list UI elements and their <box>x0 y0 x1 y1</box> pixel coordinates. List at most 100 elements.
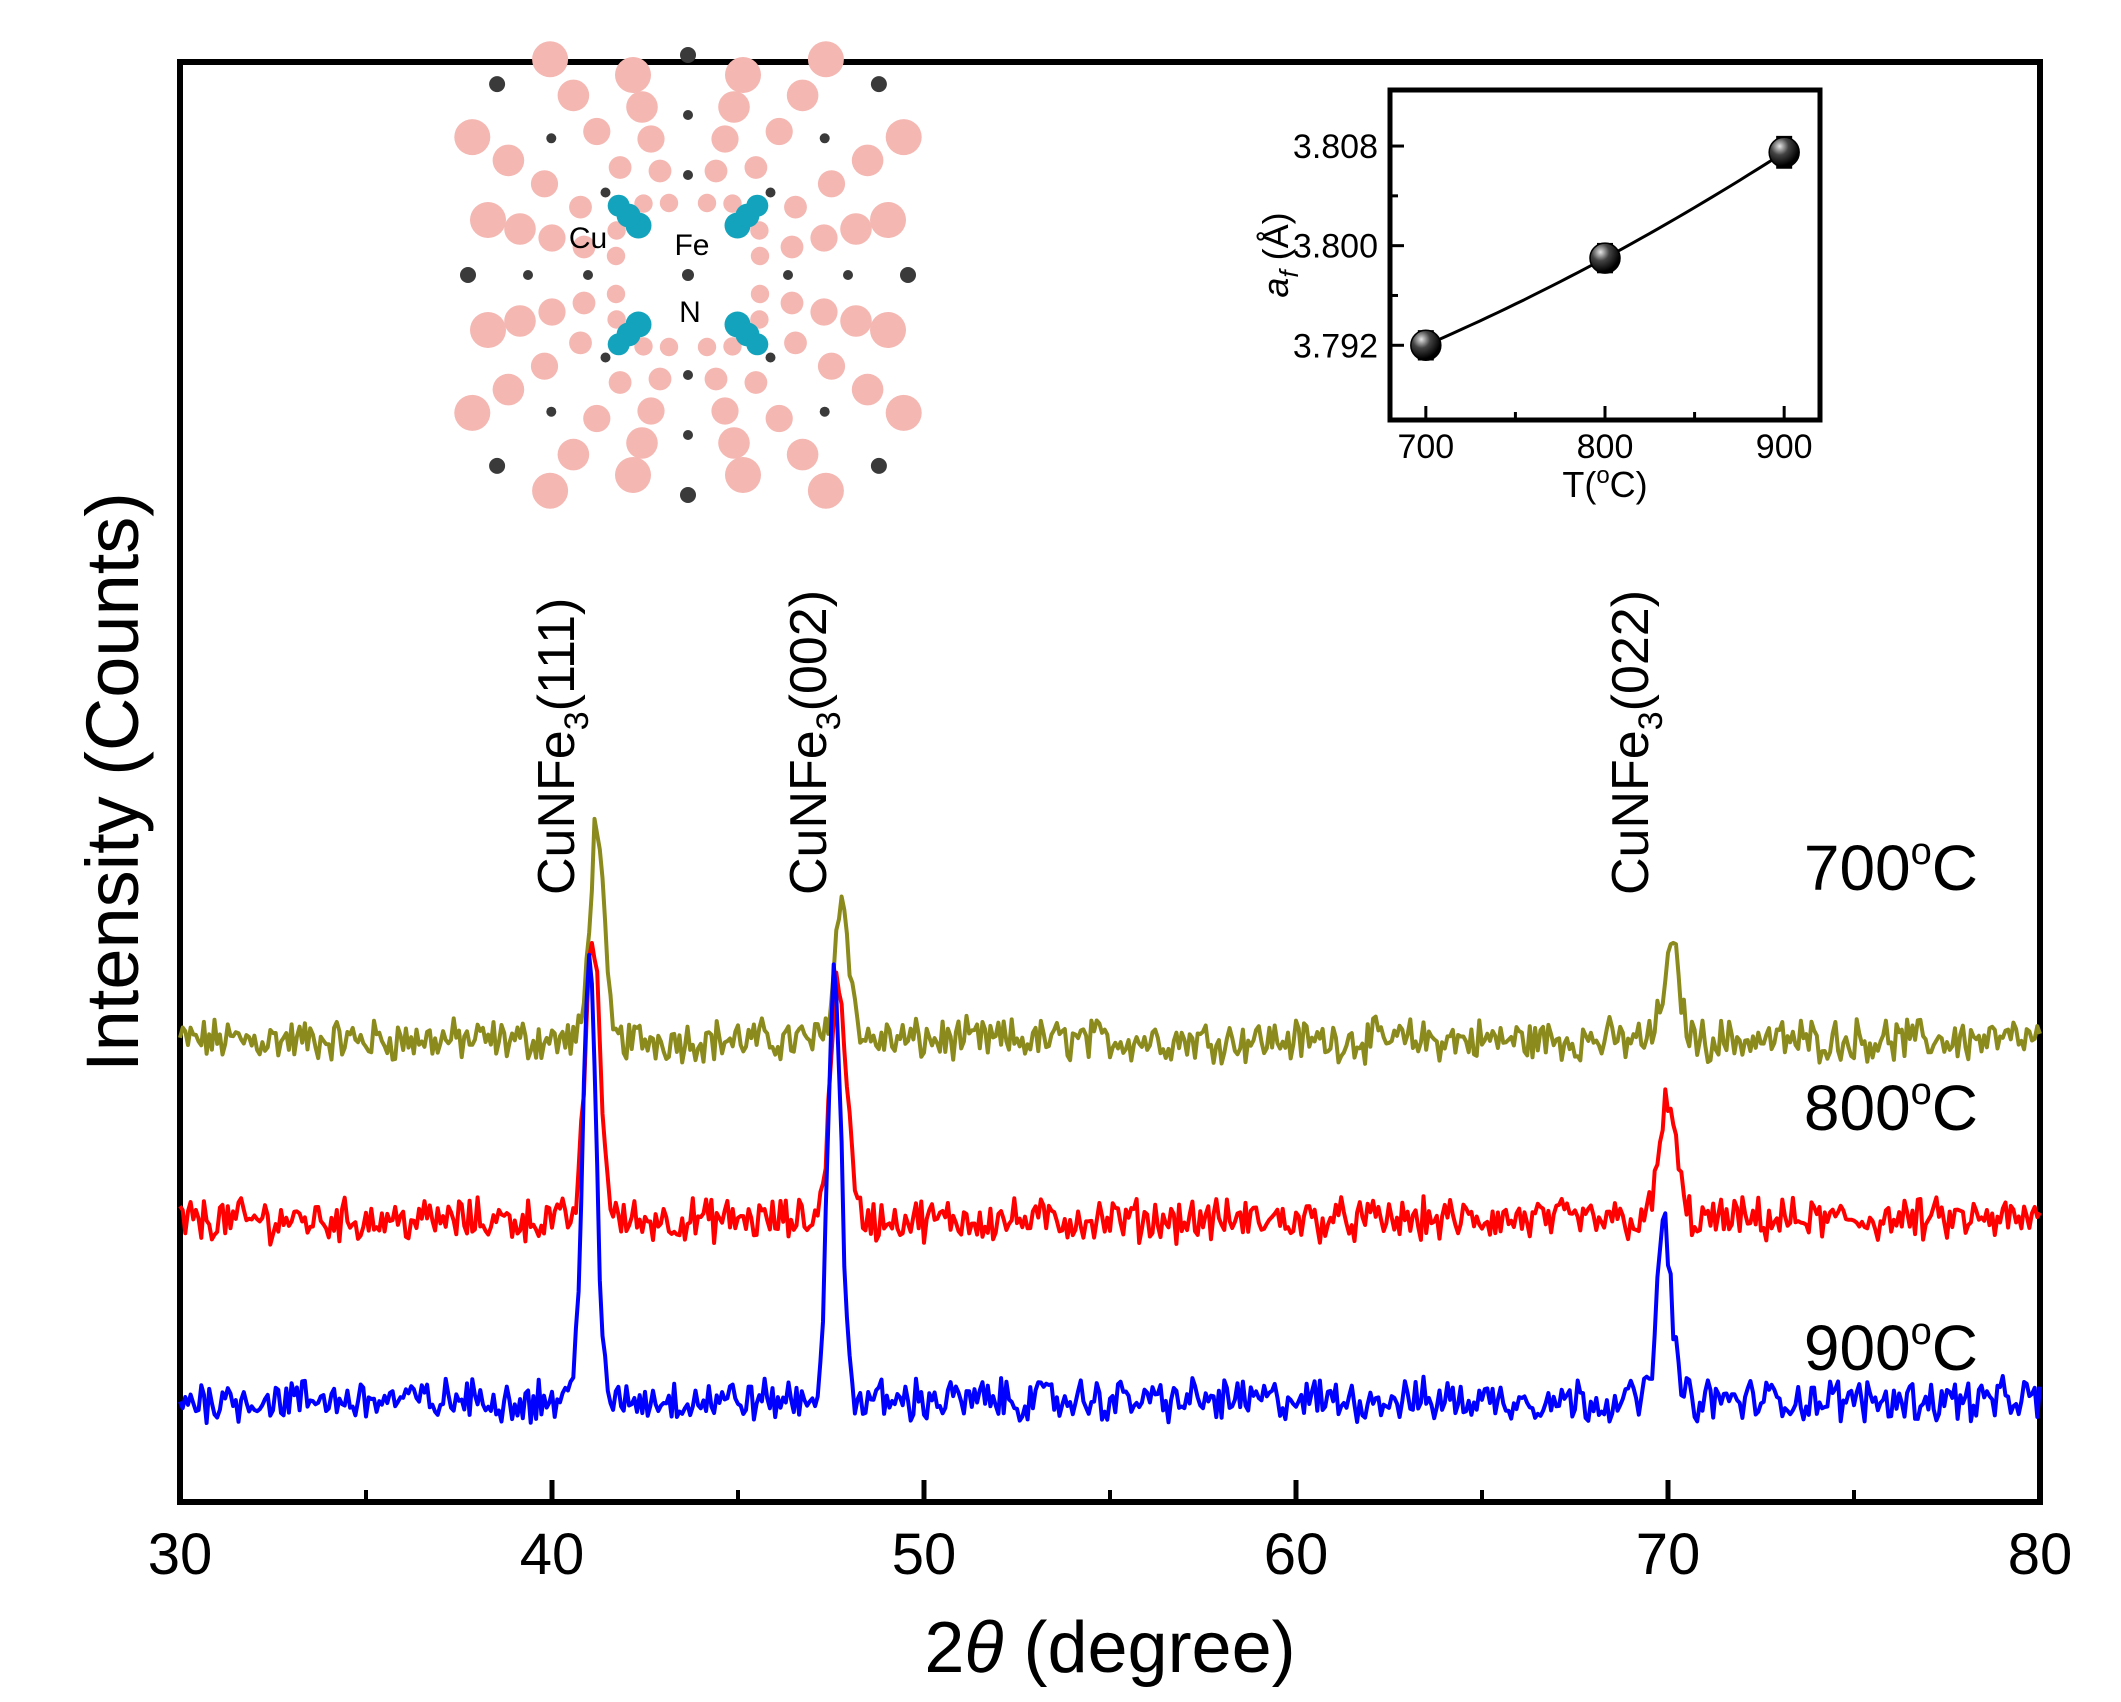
x-axis-ticks: 30 40 50 60 70 80 <box>148 1480 2072 1587</box>
fe-atom <box>626 427 658 459</box>
atom-label-fe: Fe <box>674 229 709 262</box>
fe-atom <box>840 213 872 245</box>
fe-atom <box>557 438 590 471</box>
fe-atom <box>530 170 559 198</box>
fe-atom <box>784 331 807 355</box>
inset-x-axis-label: T(oC) <box>1562 462 1647 505</box>
fe-atom <box>807 472 844 509</box>
fe-atom <box>606 246 626 266</box>
cu-atom <box>607 333 630 356</box>
cu-atom <box>746 333 769 356</box>
n-atom <box>680 487 696 503</box>
inset-data-point <box>1410 329 1442 362</box>
inset-y-axis-label: af (Å) <box>1255 212 1304 297</box>
fe-atom <box>697 337 717 357</box>
x-axis-label: 2θ (degree) <box>924 1608 1295 1688</box>
n-atom <box>683 170 693 180</box>
fe-atom <box>648 159 672 183</box>
fe-atom <box>718 427 750 459</box>
fe-atom <box>615 57 651 93</box>
peak-labels: CuNFe3(111) CuNFe3(002) CuNFe3(022) <box>528 590 1670 895</box>
n-atom <box>523 270 533 280</box>
fe-atom <box>725 57 761 93</box>
fe-atom <box>704 159 728 183</box>
x-tick-label: 60 <box>1264 1522 1329 1587</box>
fe-atom <box>607 310 626 329</box>
fe-atom <box>492 144 525 177</box>
n-atom <box>489 76 506 93</box>
n-atom <box>600 352 611 363</box>
fe-atom <box>711 397 739 425</box>
fe-atom <box>569 331 592 355</box>
fe-atom <box>634 337 653 356</box>
fe-atom <box>750 221 769 240</box>
fe-atom <box>532 41 569 78</box>
n-atom <box>819 133 830 144</box>
series-line-700 <box>178 816 2042 1066</box>
fe-atom <box>885 119 922 156</box>
center-atom <box>682 269 694 281</box>
fe-atom <box>885 394 922 431</box>
fe-atom <box>817 170 846 198</box>
fe-atom <box>615 457 651 493</box>
fe-atom <box>704 367 728 391</box>
series-line-800 <box>178 941 2042 1247</box>
inset-data-point <box>1768 136 1800 169</box>
fe-atom <box>504 213 536 245</box>
fe-atom <box>765 404 793 433</box>
y-axis-label: Intensity (Counts) <box>71 492 154 1072</box>
atom-label-n: N <box>679 296 701 329</box>
fe-atom <box>840 305 872 337</box>
n-atom <box>683 430 693 440</box>
fe-atom <box>750 310 769 329</box>
n-atom <box>765 352 776 363</box>
fe-atom <box>572 235 596 259</box>
n-atom <box>870 457 887 474</box>
series-label-900: 900oC <box>1804 1311 1978 1384</box>
fe-atom <box>648 367 672 391</box>
fe-atom <box>454 394 491 431</box>
fe-atom <box>810 224 838 252</box>
n-atom <box>843 270 853 280</box>
fe-atom <box>607 221 626 240</box>
inset-x-tick-label: 700 <box>1397 428 1454 466</box>
n-atom <box>819 406 830 417</box>
n-atom <box>460 267 476 283</box>
atom-label-cu: Cu <box>569 222 607 255</box>
fe-atom <box>780 235 804 259</box>
fe-atom <box>851 144 884 177</box>
x-tick-label: 30 <box>148 1522 213 1587</box>
fe-atom <box>723 337 742 356</box>
fe-atom <box>608 156 632 179</box>
fe-atom <box>810 298 838 326</box>
peak-label-111: CuNFe3(111) <box>528 598 596 895</box>
series-label-800: 800oC <box>1804 1071 1978 1144</box>
fe-atom <box>780 291 804 315</box>
crystal-structure-illustration <box>454 41 922 509</box>
fe-atom <box>626 91 658 123</box>
fe-atom <box>470 202 506 238</box>
fe-atom <box>637 125 665 153</box>
fe-atom <box>530 352 559 380</box>
fe-atom <box>492 373 525 406</box>
fe-atom <box>870 312 906 348</box>
x-tick-label: 40 <box>520 1522 585 1587</box>
fe-atom <box>538 224 566 252</box>
x-tick-label: 50 <box>892 1522 957 1587</box>
series-label-700: 700oC <box>1804 831 1978 904</box>
fe-atom <box>583 117 611 146</box>
inset-y-tick-label: 3.792 <box>1293 327 1378 365</box>
inset-x-tick-label: 900 <box>1756 428 1813 466</box>
fe-atom <box>606 284 626 304</box>
inset-x-tick-label: 800 <box>1577 428 1634 466</box>
cu-atom <box>746 194 769 217</box>
n-atom <box>683 110 693 120</box>
cu-atom <box>607 194 630 217</box>
fe-atom <box>470 312 506 348</box>
n-atom <box>680 47 696 63</box>
fe-atom <box>750 246 770 266</box>
fe-atom <box>569 195 592 219</box>
fe-atom <box>765 117 793 146</box>
peak-label-002: CuNFe3(002) <box>780 590 848 895</box>
